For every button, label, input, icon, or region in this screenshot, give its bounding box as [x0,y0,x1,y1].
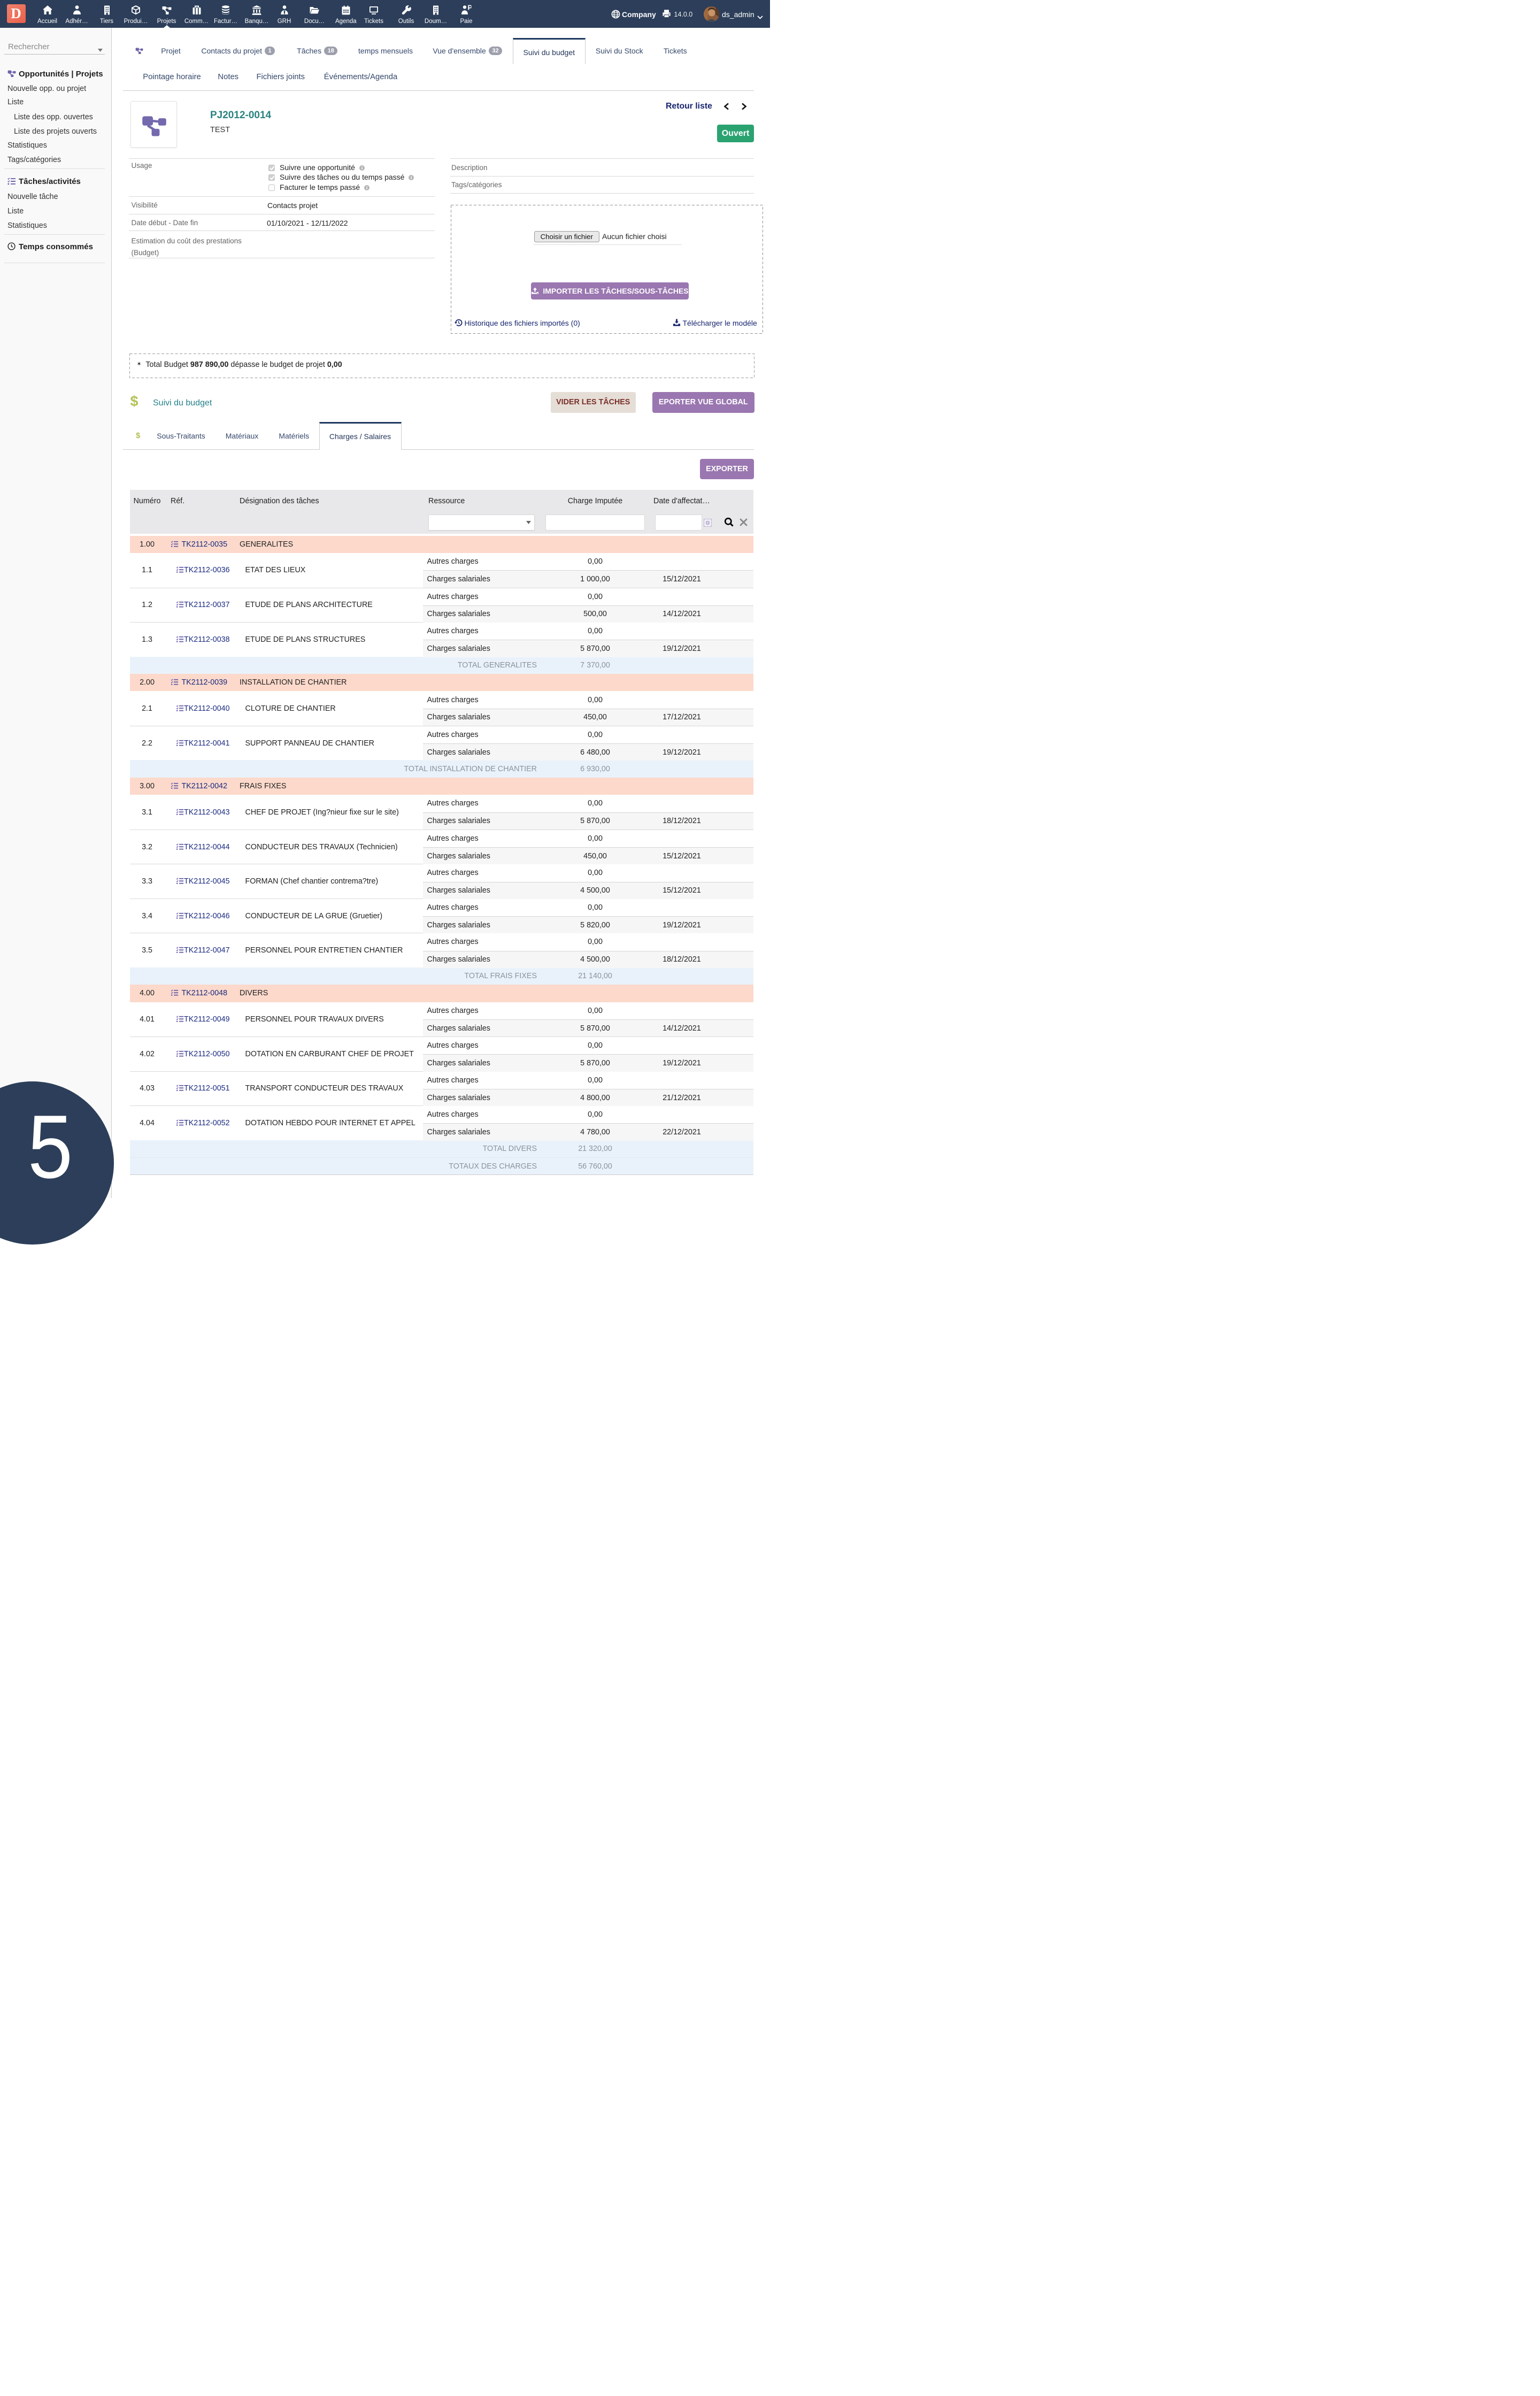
svg-text:P: P [468,5,472,12]
